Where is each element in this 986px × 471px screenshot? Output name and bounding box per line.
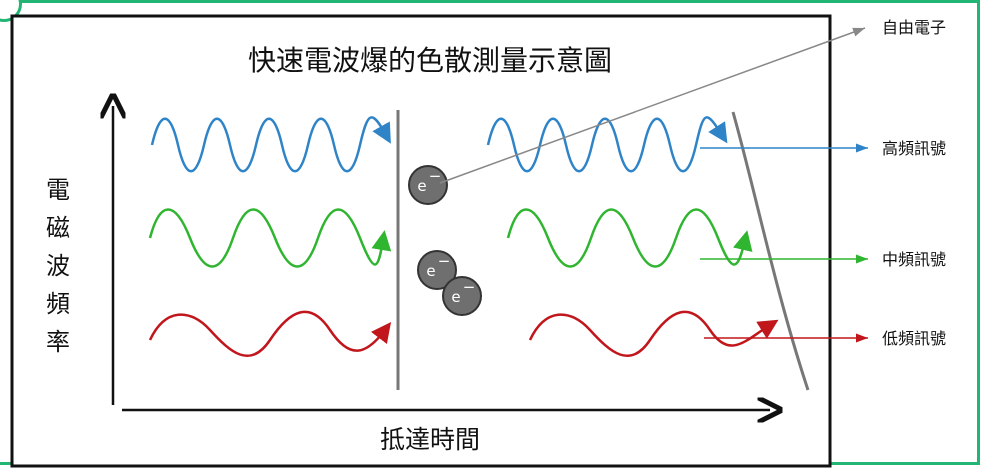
y-label-char: 電 (46, 176, 70, 204)
diagram-title: 快速電波爆的色散測量示意圖 (248, 44, 612, 77)
svg-text:−: − (438, 252, 451, 270)
svg-text:e: e (451, 288, 460, 306)
low-frequency-wave-after (528, 310, 779, 358)
low-frequency-wave-before (148, 310, 392, 358)
electron: e − (417, 250, 457, 290)
svg-text:e: e (426, 262, 435, 280)
electron: e − (442, 276, 482, 316)
svg-text:−: − (429, 167, 442, 185)
high-frequency-label: 高頻訊號 (882, 139, 946, 158)
electron: e − (408, 165, 448, 205)
y-label-char: 磁 (46, 214, 70, 242)
svg-text:e: e (417, 177, 426, 195)
y-axis-label: 電 磁 波 頻 率 (46, 176, 70, 356)
high-frequency-wave-after (486, 116, 728, 173)
y-label-char: 率 (46, 328, 70, 356)
svg-text:−: − (463, 278, 476, 296)
y-label-char: 頻 (46, 290, 70, 318)
free-electron-leader (439, 27, 866, 184)
free-electron-label: 自由電子 (882, 18, 946, 37)
mid-frequency-wave-before (148, 208, 392, 268)
mid-frequency-label: 中頻訊號 (882, 250, 946, 269)
dispersion-curve (731, 111, 810, 391)
x-axis-label: 抵達時間 (380, 425, 480, 454)
low-frequency-label: 低頻訊號 (882, 329, 946, 348)
diagram-box (10, 14, 832, 468)
high-frequency-wave-before (150, 116, 391, 173)
mid-frequency-wave-after (506, 208, 753, 268)
y-label-char: 波 (46, 252, 70, 280)
